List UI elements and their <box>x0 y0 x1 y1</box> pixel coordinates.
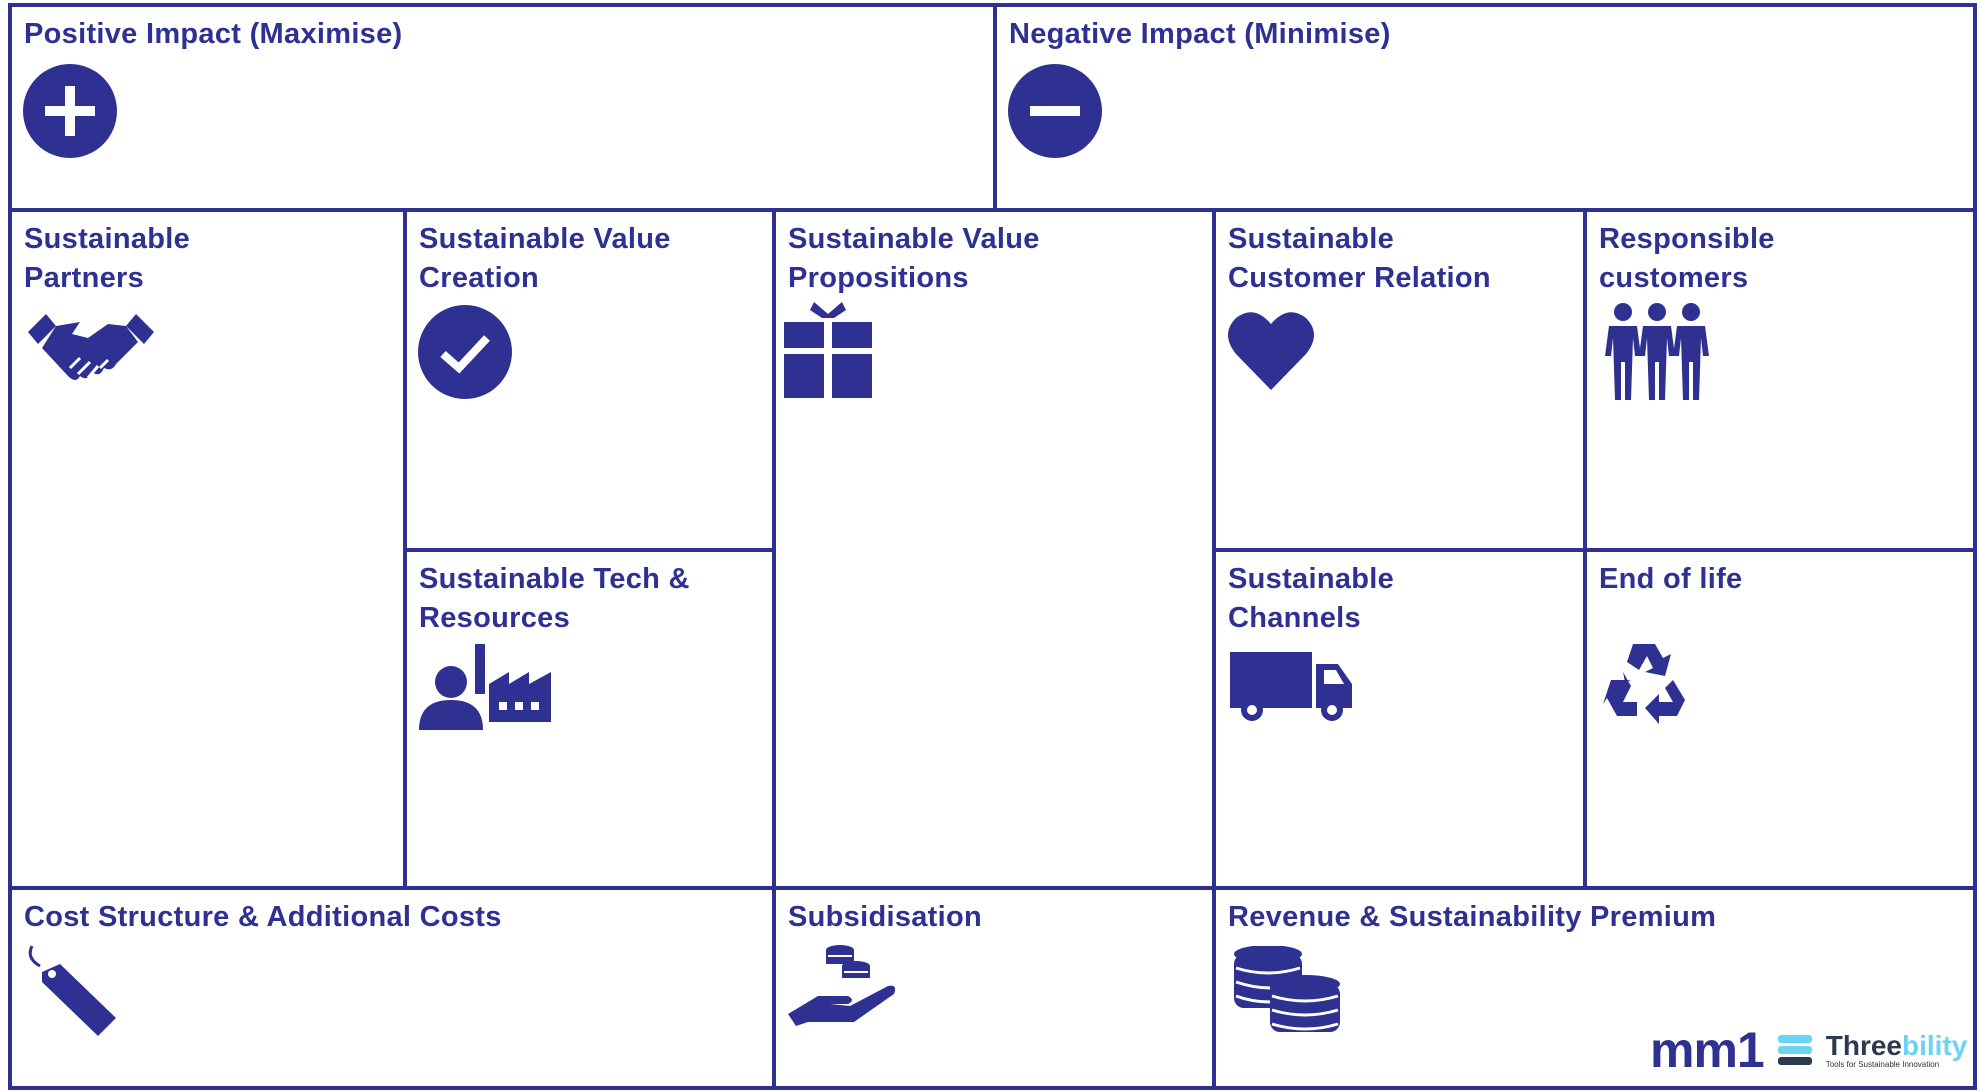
coins-icon <box>1234 946 1340 1032</box>
cell-title: Sustainable <box>24 223 191 255</box>
mm1-logo: mm1 <box>1650 1022 1765 1078</box>
recycle-icon <box>1603 644 1685 724</box>
positive-impact-cell: Positive Impact (Maximise) <box>8 3 997 212</box>
cell-title: Sustainable <box>1228 223 1395 255</box>
cost-structure-cell: Cost Structure & Additional Costs <box>8 886 776 1090</box>
sustainable-value-creation-cell: Sustainable Value Creation <box>403 208 776 552</box>
people-icon <box>1605 303 1709 400</box>
logo-tagline: Tools for Sustainable Innovation <box>1825 1059 1940 1069</box>
cell-title: Cost Structure & Additional Costs <box>24 901 502 933</box>
subsidisation-cell: Subsidisation <box>772 886 1216 1090</box>
logo-text: Three <box>1825 1029 1902 1061</box>
truck-icon <box>1230 652 1352 721</box>
cell-title: Customer Relation <box>1228 262 1491 294</box>
cell-title: Revenue & Sustainability Premium <box>1228 901 1717 933</box>
cell-title: Channels <box>1228 602 1361 634</box>
cell-title: Responsible <box>1599 223 1775 255</box>
end-of-life-cell: End of life <box>1583 548 1977 890</box>
cell-title: Sustainable Tech & <box>419 563 690 595</box>
minus-circle-icon <box>1008 64 1102 158</box>
positive-impact-title: Positive Impact (Maximise) <box>24 18 403 50</box>
revenue-cell: Revenue & Sustainability Premium <box>1212 886 1977 1090</box>
handshake-icon <box>28 314 154 380</box>
heart-icon <box>1228 312 1314 390</box>
hand-coins-icon <box>788 945 896 1026</box>
person-factory-icon <box>419 644 551 730</box>
threebility-logo-icon <box>1777 1032 1812 1068</box>
logo-text: bility <box>1901 1029 1968 1061</box>
cell-title: Propositions <box>788 262 969 294</box>
sustainable-tech-resources-cell: Sustainable Tech & Resources <box>403 548 776 890</box>
logos: mm1 Threebility Tools for Sustainable In… <box>1650 1022 1968 1078</box>
cell-title: Sustainable Value <box>419 223 671 255</box>
cell-title: Subsidisation <box>788 901 983 933</box>
sustainable-partners-cell: Sustainable Partners <box>8 208 407 890</box>
threebility-logo: Threebility Tools for Sustainable Innova… <box>1825 1029 1968 1069</box>
cell-title: Resources <box>419 602 570 634</box>
cell-title: Sustainable <box>1228 563 1395 595</box>
plus-circle-icon <box>23 64 117 158</box>
negative-impact-cell: Negative Impact (Minimise) <box>993 3 1977 212</box>
cell-title: Sustainable Value <box>788 223 1040 255</box>
sustainable-value-propositions-cell: Sustainable Value Propositions <box>772 208 1216 890</box>
sustainable-channels-cell: Sustainable Channels <box>1212 548 1587 890</box>
responsible-customers-cell: Responsible customers <box>1583 208 1977 552</box>
price-tag-icon <box>28 945 116 1036</box>
cell-title: Partners <box>24 262 145 294</box>
cell-title: Creation <box>419 262 540 294</box>
sustainable-customer-relation-cell: Sustainable Customer Relation <box>1212 208 1587 552</box>
cell-title: customers <box>1599 262 1749 294</box>
check-circle-icon <box>418 305 512 399</box>
negative-impact-title: Negative Impact (Minimise) <box>1009 18 1391 50</box>
cell-title: End of life <box>1599 563 1743 595</box>
gift-icon <box>784 302 872 398</box>
